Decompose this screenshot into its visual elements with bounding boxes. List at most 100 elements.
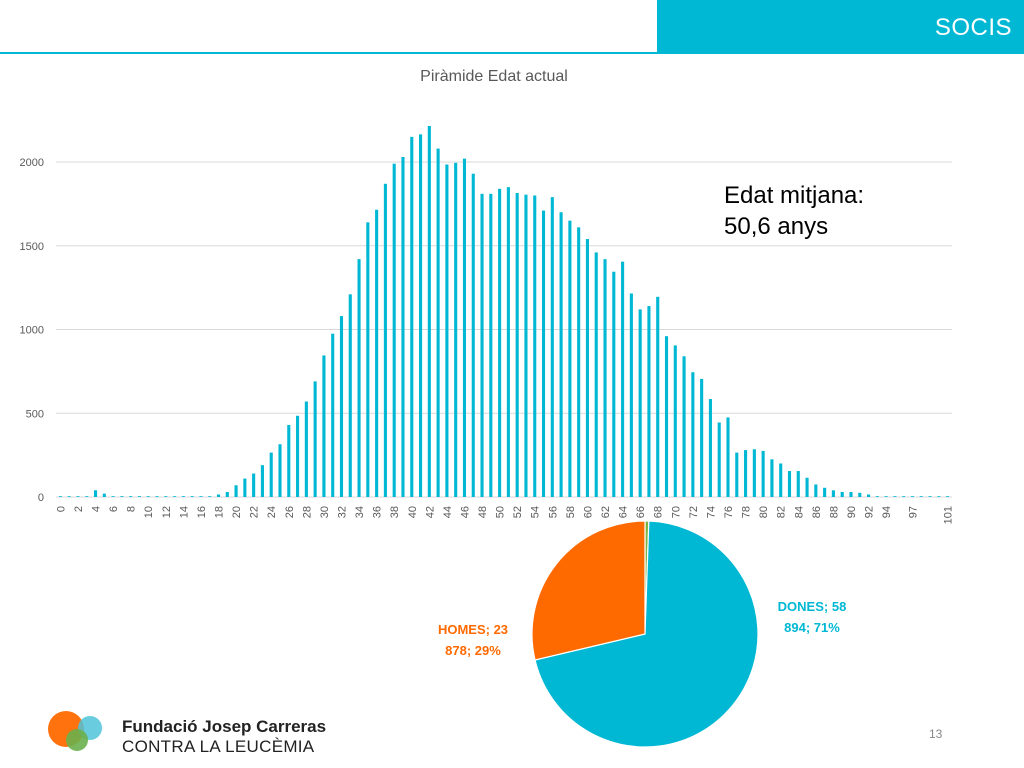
age-bar-9 (137, 496, 142, 497)
age-bar-33 (348, 294, 352, 497)
age-bar-47 (471, 173, 475, 497)
header-rule (0, 52, 660, 54)
age-bar-28 (304, 401, 308, 497)
y-tick-label: 500 (26, 408, 44, 420)
age-bar-16 (199, 496, 203, 497)
age-bar-38 (392, 163, 396, 498)
y-tick-label: 2000 (20, 157, 44, 169)
x-tick-label: 68 (653, 506, 665, 518)
age-bar-86 (814, 484, 818, 497)
x-tick-label: 14 (178, 506, 190, 518)
header-banner: SOCIS (657, 0, 1024, 54)
age-bar-72 (691, 372, 695, 497)
age-bar-7 (120, 496, 124, 497)
age-bar-54 (533, 195, 537, 497)
age-bar-83 (787, 471, 792, 497)
age-bar-45 (454, 162, 458, 497)
x-tick-label: 8 (126, 506, 138, 512)
age-bar-69 (664, 336, 669, 497)
age-bar-61 (594, 252, 598, 497)
x-tick-label: 78 (741, 506, 753, 518)
x-tick-label: 38 (389, 506, 401, 518)
x-axis-ticks: 0 2 4 6 8 10 12 14 16 18 20 22 24 26 28 30 32 34 36 38 40 42 4… (55, 506, 954, 524)
age-bar-60 (585, 239, 590, 498)
age-bar-58 (568, 220, 572, 497)
fundacio-logo-icon (48, 711, 102, 751)
age-bar-65 (629, 293, 633, 497)
x-tick-label: 34 (354, 506, 366, 518)
x-tick-label: 64 (618, 506, 630, 518)
age-bar-49 (489, 193, 493, 497)
age-bar-31 (331, 333, 335, 497)
x-tick-label: 48 (477, 506, 489, 518)
age-bar-95 (893, 496, 897, 497)
age-bar-77 (735, 452, 739, 497)
age-bar-26 (287, 424, 291, 497)
age-bar-80 (761, 450, 765, 497)
age-bar-85 (805, 477, 809, 497)
x-tick-label: 40 (407, 506, 419, 518)
age-bar-78 (744, 450, 748, 497)
x-tick-label: 10 (143, 506, 155, 518)
y-tick-label: 0 (38, 492, 44, 504)
age-bar-62 (603, 259, 607, 497)
x-tick-label: 46 (459, 506, 471, 518)
age-bar-37 (383, 183, 387, 497)
age-bar-70 (673, 345, 677, 497)
x-tick-label: 101 (943, 506, 955, 524)
age-bar-73 (700, 378, 704, 497)
average-age-value: 50,6 anys (724, 213, 829, 240)
x-tick-label: 22 (249, 506, 261, 518)
x-tick-label: 62 (600, 506, 612, 518)
age-bar-98 (919, 496, 923, 497)
x-tick-label: 4 (91, 506, 103, 512)
x-tick-label: 76 (723, 506, 735, 518)
x-tick-label: 92 (864, 506, 876, 518)
age-bar-93 (875, 496, 879, 497)
page-number: 13 (929, 727, 943, 741)
age-bar-84 (796, 471, 800, 497)
age-bar-92 (866, 494, 871, 497)
x-tick-label: 26 (284, 506, 296, 518)
y-tick-label: 1500 (20, 241, 44, 253)
age-bar-63 (612, 271, 616, 497)
age-bar-76 (726, 417, 730, 497)
age-bar-56 (550, 197, 554, 498)
chart-title: Piràmide Edat actual (420, 68, 568, 85)
age-bar-42 (427, 125, 431, 498)
age-bar-40 (410, 136, 414, 497)
bar-series (58, 125, 950, 498)
x-tick-label: 12 (161, 506, 173, 518)
x-tick-label: 32 (336, 506, 348, 518)
pie-label-homes: HOMES; 23 878; 29% (437, 622, 509, 658)
age-bar-44 (445, 164, 449, 497)
age-bar-87 (823, 487, 827, 497)
age-bar-64 (621, 261, 625, 497)
age-bar-82 (779, 463, 783, 497)
age-bar-0 (58, 496, 62, 497)
age-bar-66 (638, 309, 642, 497)
age-bar-90 (849, 491, 853, 497)
age-bar-35 (366, 222, 370, 498)
age-bar-15 (190, 496, 194, 497)
age-bar-5 (102, 493, 106, 497)
age-bar-46 (462, 158, 467, 497)
x-tick-label: 58 (565, 506, 577, 518)
age-bar-50 (498, 188, 502, 498)
x-tick-label: 60 (582, 506, 594, 518)
age-bar-6 (111, 496, 115, 497)
age-bar-30 (322, 355, 326, 497)
age-bar-3 (85, 496, 89, 497)
x-tick-label: 24 (266, 506, 278, 518)
age-bar-14 (181, 496, 185, 497)
x-tick-label: 0 (55, 506, 67, 512)
age-bar-48 (480, 193, 484, 497)
x-tick-label: 16 (196, 506, 208, 518)
age-bar-24 (269, 452, 273, 497)
age-bar-52 (515, 192, 519, 498)
age-bar-81 (770, 459, 774, 497)
x-tick-label: 72 (688, 506, 700, 518)
age-bar-59 (577, 227, 581, 497)
age-bar-19 (225, 491, 229, 497)
x-tick-label: 97 (907, 506, 919, 518)
